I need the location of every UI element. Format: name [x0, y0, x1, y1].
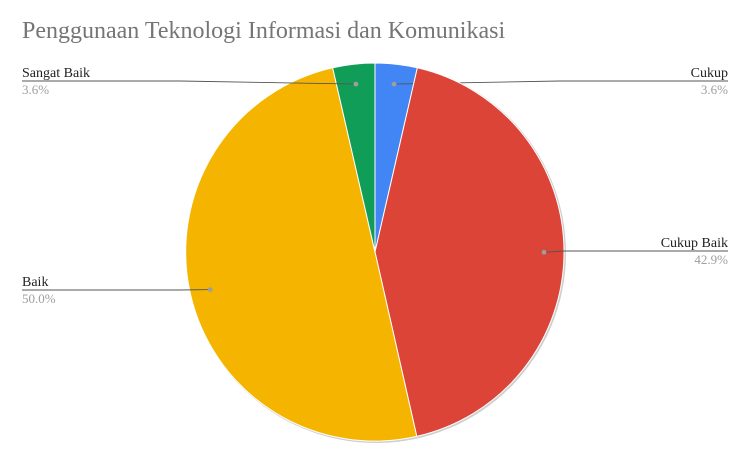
- leader-dot-cukup: [392, 82, 397, 87]
- slice-label-cukup: Cukup: [691, 66, 728, 81]
- leader-dot-sangat-baik: [354, 82, 359, 87]
- slice-value-cukup-baik: 42.9%: [694, 252, 728, 267]
- slice-value-cukup: 3.6%: [701, 82, 728, 97]
- leader-dot-baik: [208, 287, 213, 292]
- slice-value-sangat-baik: 3.6%: [22, 82, 49, 97]
- slice-label-sangat-baik: Sangat Baik: [22, 66, 90, 81]
- leader-dot-cukup-baik: [542, 250, 547, 255]
- slice-label-cukup-baik: Cukup Baik: [661, 236, 728, 251]
- slice-value-baik: 50.0%: [22, 291, 56, 306]
- slice-label-baik: Baik: [22, 275, 48, 290]
- chart-title: Penggunaan Teknologi Informasi dan Komun…: [22, 18, 505, 45]
